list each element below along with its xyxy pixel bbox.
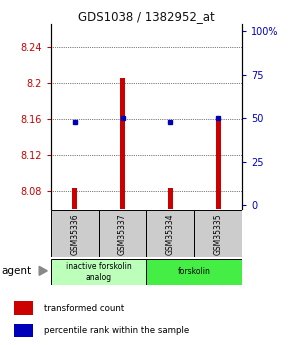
Bar bbox=[120, 78, 125, 209]
Bar bbox=[146, 210, 194, 257]
Title: GDS1038 / 1382952_at: GDS1038 / 1382952_at bbox=[78, 10, 215, 23]
Bar bbox=[99, 210, 146, 257]
Bar bbox=[72, 188, 77, 209]
Bar bbox=[146, 259, 242, 285]
Bar bbox=[51, 210, 99, 257]
Text: GSM35335: GSM35335 bbox=[214, 213, 223, 255]
Text: forskolin: forskolin bbox=[178, 267, 211, 276]
Bar bbox=[51, 259, 146, 285]
Text: transformed count: transformed count bbox=[44, 304, 124, 313]
Text: GSM35334: GSM35334 bbox=[166, 213, 175, 255]
Text: percentile rank within the sample: percentile rank within the sample bbox=[44, 326, 189, 335]
Bar bbox=[168, 188, 173, 209]
Text: GSM35336: GSM35336 bbox=[70, 213, 79, 255]
Bar bbox=[14, 324, 33, 337]
Text: inactive forskolin
analog: inactive forskolin analog bbox=[66, 262, 131, 282]
Text: GSM35337: GSM35337 bbox=[118, 213, 127, 255]
Text: agent: agent bbox=[1, 266, 32, 276]
Bar bbox=[14, 302, 33, 315]
Polygon shape bbox=[39, 266, 47, 275]
Bar bbox=[216, 119, 221, 209]
Bar bbox=[194, 210, 242, 257]
